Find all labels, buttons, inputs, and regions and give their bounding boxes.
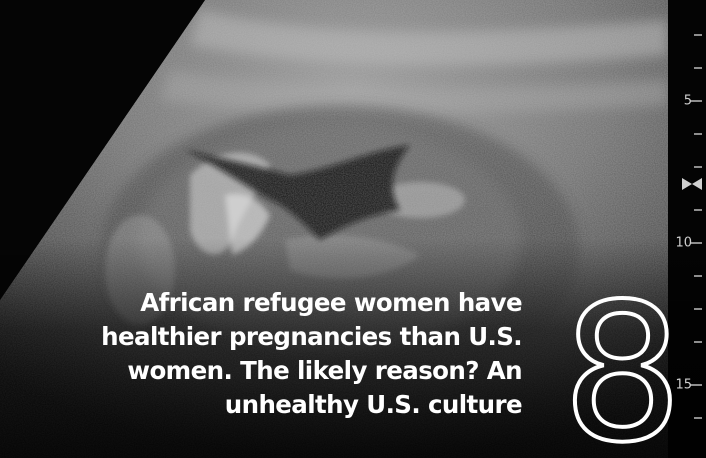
focus-marker [682, 178, 702, 190]
depth-label-5: 5 [683, 93, 692, 109]
headline[interactable]: African refugee women have healthier pre… [22, 286, 522, 422]
depth-scale: 5 10 15 [672, 0, 706, 458]
headline-line-3: women. The likely reason? An [127, 356, 522, 385]
headline-line-2: healthier pregnancies than U.S. [101, 322, 522, 351]
headline-line-4: unhealthy U.S. culture [224, 390, 523, 419]
depth-label-10: 10 [675, 235, 692, 251]
depth-scale-ticks [682, 34, 702, 419]
headline-line-1: African refugee women have [140, 288, 522, 317]
rank-number: 8 [560, 263, 685, 458]
depth-label-15: 15 [675, 377, 692, 393]
